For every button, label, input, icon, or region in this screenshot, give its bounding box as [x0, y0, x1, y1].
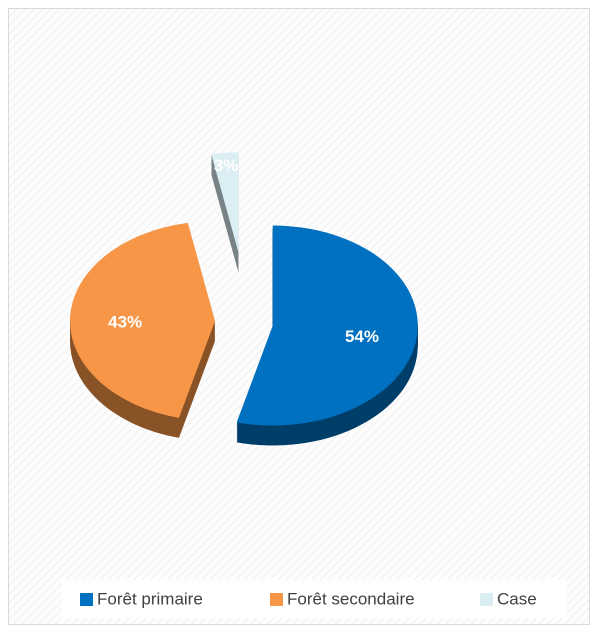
slice	[211, 152, 239, 253]
legend-label: Forêt primaire	[97, 589, 203, 608]
legend-swatch	[480, 593, 493, 606]
slice	[236, 225, 418, 426]
legend-swatch	[270, 593, 283, 606]
legend-label: Forêt secondaire	[287, 589, 415, 608]
slice	[70, 222, 216, 418]
value-label: 3%	[214, 156, 239, 175]
legend: Forêt primaire Forêt secondaire Case	[80, 589, 537, 608]
legend-swatch	[80, 593, 93, 606]
legend-label: Case	[497, 589, 537, 608]
value-label: 43%	[108, 313, 142, 332]
pie: 54% 43% 3%	[70, 152, 418, 446]
value-label: 54%	[345, 327, 379, 346]
